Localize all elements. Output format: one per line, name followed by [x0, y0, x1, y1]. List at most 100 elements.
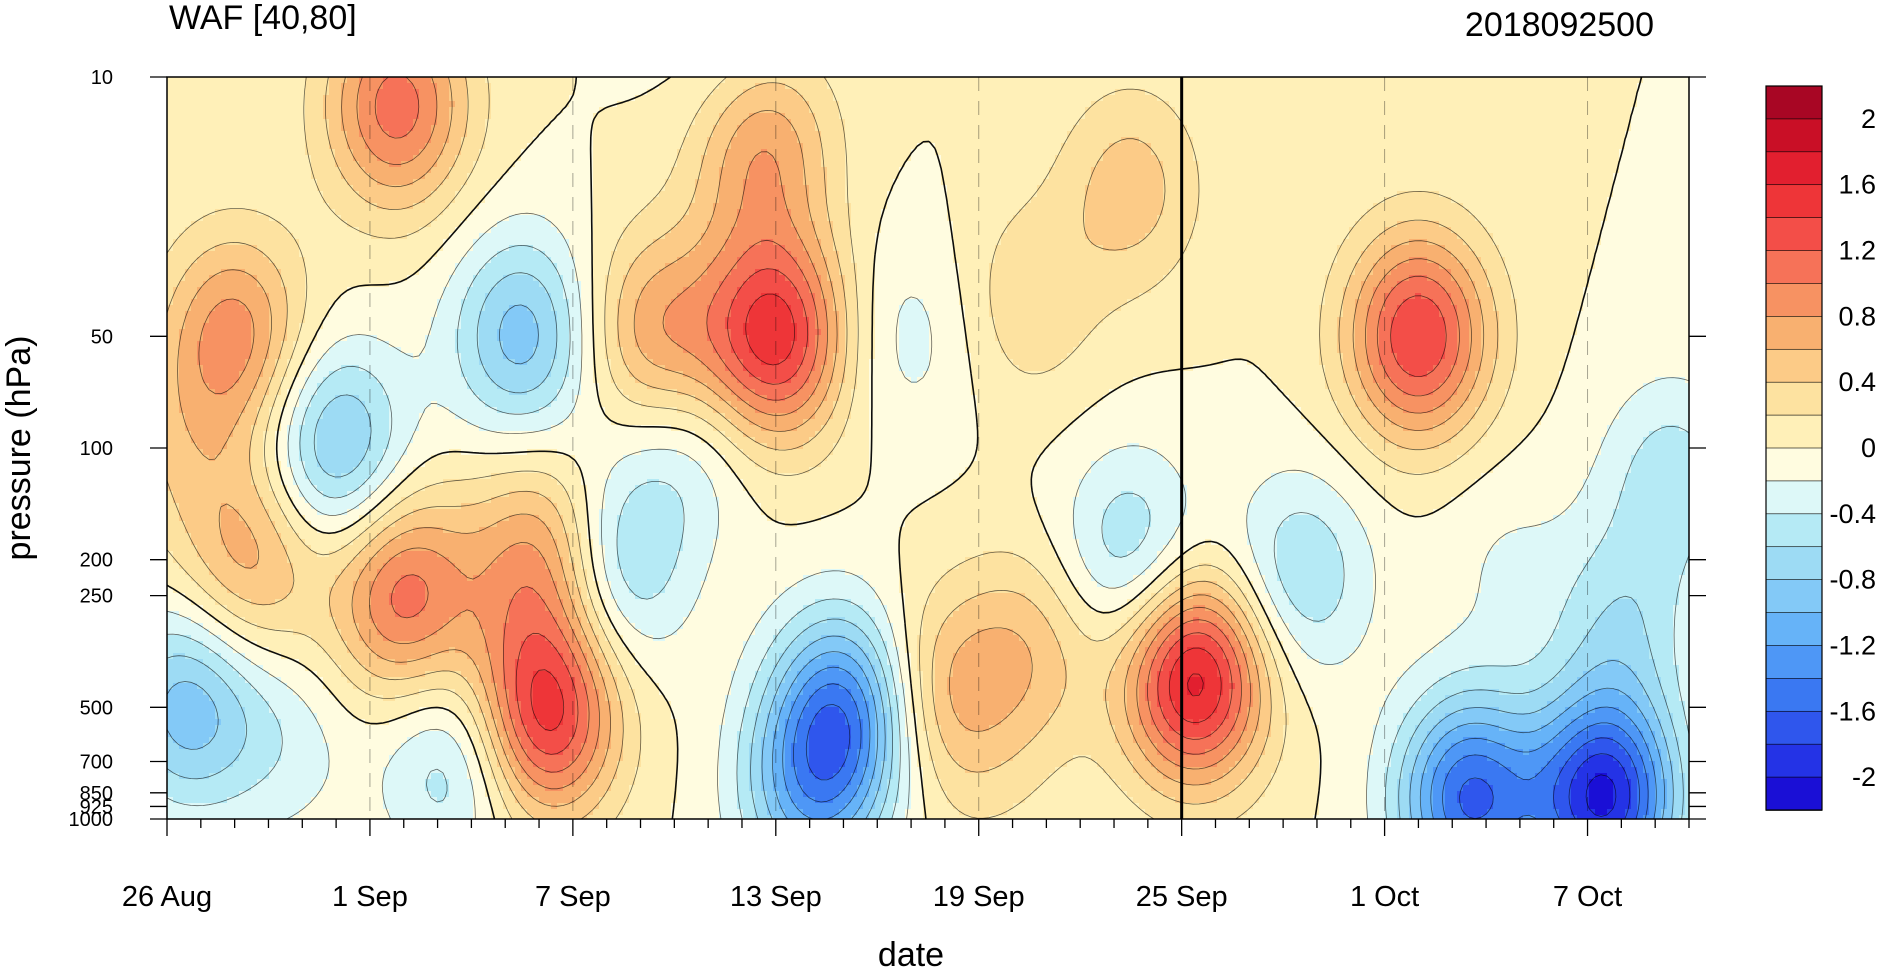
contour-cell	[551, 569, 564, 576]
contour-cell	[1067, 665, 1116, 672]
contour-cell	[521, 761, 534, 768]
contour-cell	[389, 509, 414, 516]
contour-cell	[167, 293, 174, 300]
contour-cell	[779, 293, 798, 300]
contour-cell	[167, 749, 240, 756]
contour-cell	[1517, 359, 1566, 366]
contour-cell	[515, 719, 522, 726]
contour-cell	[521, 713, 534, 720]
contour-cell	[797, 287, 810, 294]
contour-cell	[1679, 689, 1689, 696]
contour-cell	[899, 677, 912, 684]
contour-cell	[557, 593, 570, 600]
contour-cell	[305, 299, 336, 306]
contour-cell	[971, 635, 1020, 642]
contour-cell	[947, 743, 1026, 750]
contour-cell	[1673, 761, 1680, 768]
contour-cell	[1553, 785, 1572, 792]
contour-cell	[1439, 701, 1548, 708]
contour-cell	[1325, 521, 1362, 528]
contour-cell	[785, 749, 792, 756]
contour-cell	[1565, 725, 1590, 732]
contour-cell	[785, 701, 792, 708]
contour-cell	[935, 653, 954, 660]
contour-cell	[425, 587, 522, 594]
contour-cell	[839, 665, 864, 672]
contour-cell	[599, 671, 612, 678]
contour-cell	[1259, 677, 1272, 684]
contour-cell	[779, 269, 804, 276]
contour-cell	[557, 329, 570, 336]
contour-cell	[1649, 779, 1656, 786]
contour-cell	[1055, 545, 1080, 552]
contour-cell	[1685, 569, 1689, 576]
contour-cell	[335, 209, 444, 216]
contour-cell	[1067, 137, 1122, 144]
contour-cell	[257, 413, 270, 420]
contour-cell	[1085, 107, 1176, 114]
contour-cell	[533, 695, 564, 702]
contour-cell	[1481, 581, 1578, 588]
contour-cell	[1643, 611, 1674, 618]
contour-cell	[1577, 731, 1626, 738]
contour-cell	[167, 503, 180, 510]
contour-cell	[479, 233, 564, 240]
contour-cell	[167, 359, 180, 366]
contour-cell	[221, 515, 240, 522]
contour-cell	[1343, 299, 1356, 306]
contour-cell	[167, 413, 186, 420]
contour-cell	[935, 647, 960, 654]
contour-cell	[485, 743, 492, 750]
contour-cell	[1199, 209, 1368, 216]
contour-cell	[305, 77, 330, 84]
contour-cell	[1289, 629, 1368, 636]
contour-cell	[365, 401, 390, 408]
contour-cell	[881, 779, 888, 786]
contour-cell	[1109, 671, 1128, 678]
contour-cell	[977, 413, 1080, 420]
contour-cell	[1235, 719, 1248, 726]
contour-cell	[1061, 557, 1086, 564]
contour-cell	[1619, 167, 1689, 174]
contour-cell	[779, 659, 792, 666]
contour-cell	[479, 617, 510, 624]
contour-cell	[1067, 353, 1320, 360]
contour-cell	[605, 545, 618, 552]
contour-cell	[1445, 773, 1518, 780]
contour-cell	[1451, 743, 1506, 750]
contour-cell	[1253, 695, 1260, 702]
contour-cell	[527, 731, 576, 738]
contour-cell	[845, 185, 894, 192]
contour-cell	[701, 155, 726, 162]
contour-cell	[623, 455, 690, 462]
contour-cell	[1403, 509, 1434, 516]
contour-cell	[425, 335, 456, 342]
contour-cell	[635, 767, 678, 774]
contour-cell	[509, 761, 522, 768]
contour-cell	[1235, 599, 1248, 606]
contour-cell	[1367, 623, 1458, 630]
contour-cell	[1157, 635, 1170, 642]
contour-cell	[521, 653, 564, 660]
contour-cell	[809, 341, 816, 348]
contour-cell	[959, 605, 1038, 612]
contour-cell	[845, 149, 912, 156]
contour-cell	[341, 545, 366, 552]
contour-cell	[1217, 611, 1236, 618]
contour-cell	[179, 371, 204, 378]
contour-cell	[437, 215, 468, 222]
contour-cell	[269, 347, 282, 354]
contour-cell	[305, 137, 330, 144]
contour-cell	[623, 281, 648, 288]
contour-cell	[491, 95, 570, 102]
contour-cell	[323, 491, 348, 498]
contour-cell	[173, 587, 204, 594]
contour-cell	[947, 485, 1032, 492]
contour-cell	[1577, 773, 1596, 780]
contour-cell	[611, 467, 702, 474]
contour-cell	[1271, 713, 1290, 720]
contour-cell	[341, 629, 360, 636]
contour-cell	[695, 179, 720, 186]
contour-cell	[1385, 773, 1404, 780]
contour-cell	[503, 713, 510, 720]
